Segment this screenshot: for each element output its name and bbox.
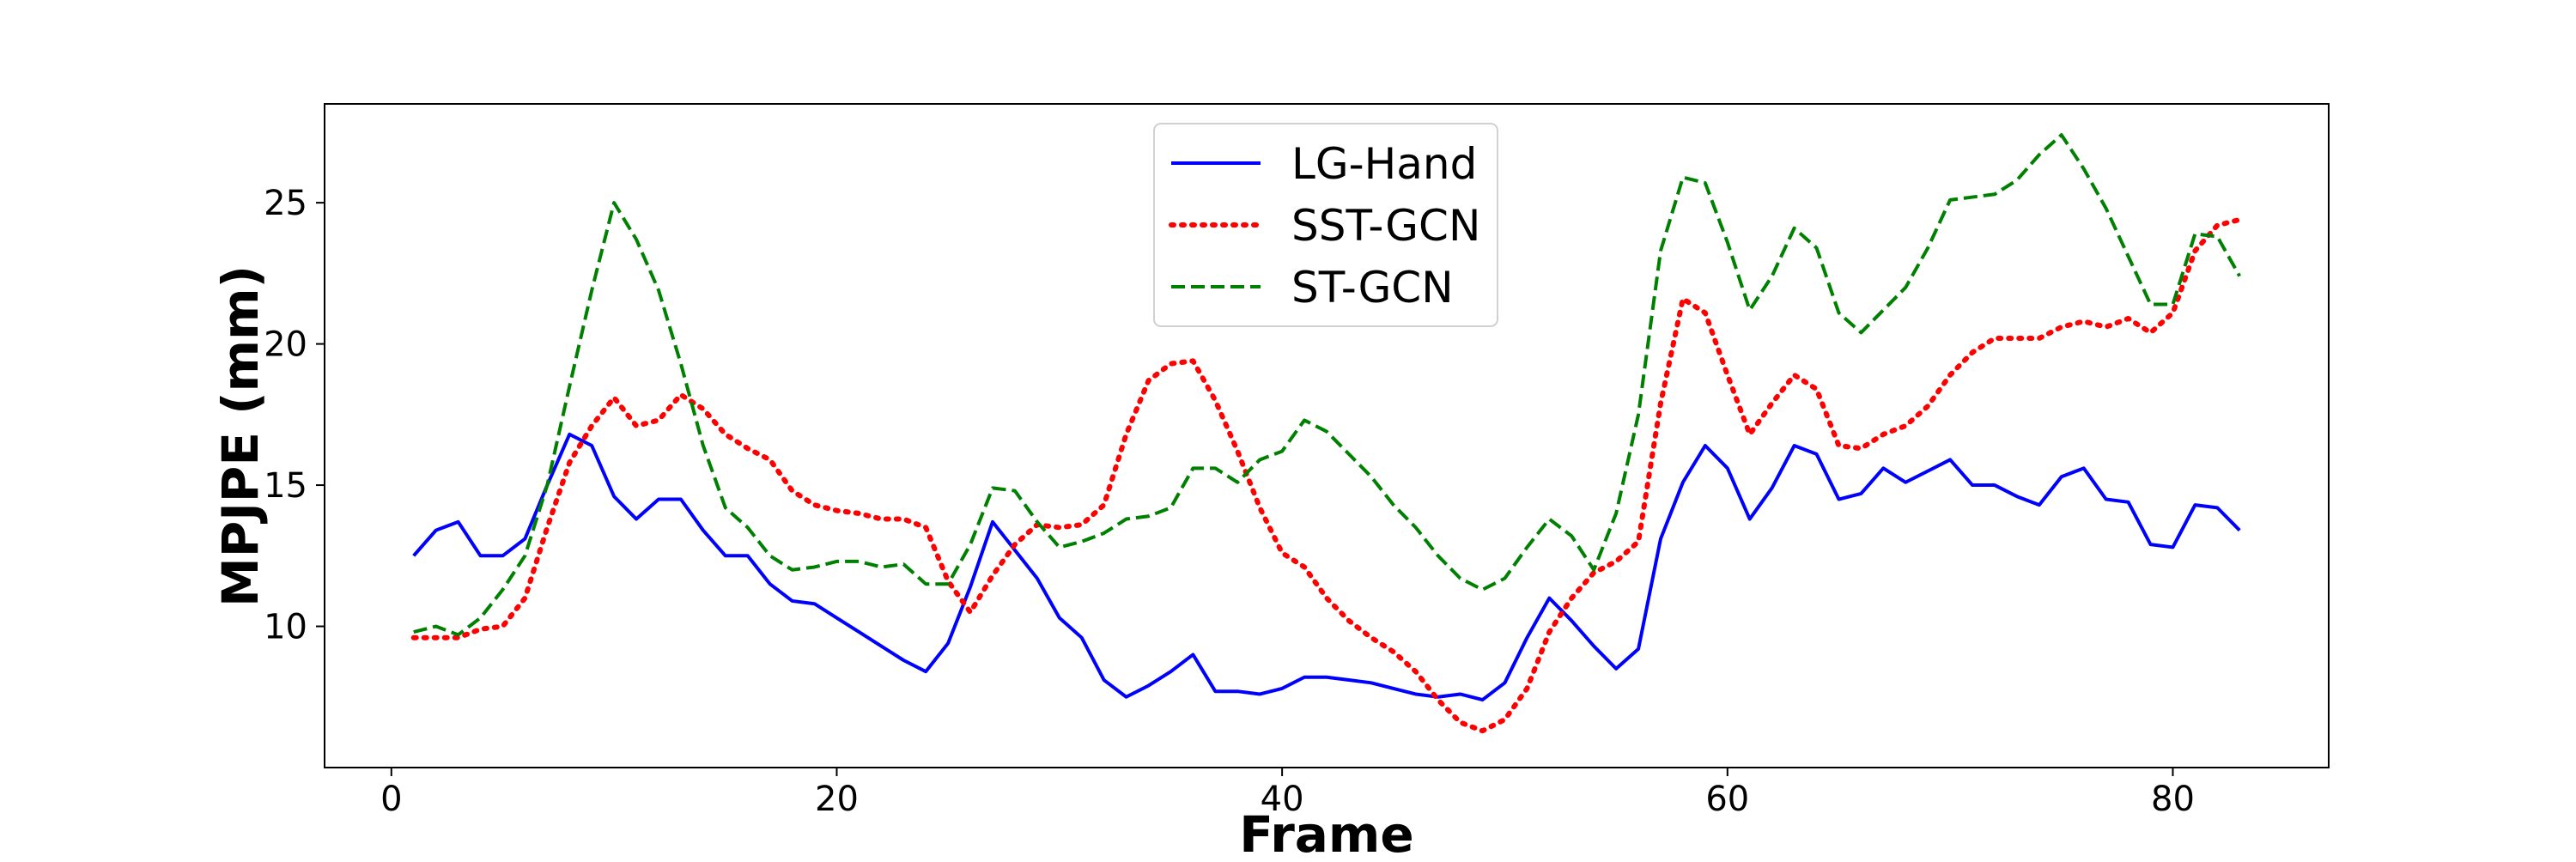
- legend-label-st-gcn: ST-GCN: [1291, 263, 1454, 313]
- legend-items: LG-Hand SST-GCN ST-GCN: [1169, 139, 1480, 313]
- plot-area-frame: [324, 103, 2330, 768]
- x-tick-label: 80: [2151, 780, 2195, 819]
- series-line-st-gcn: [413, 133, 2242, 637]
- legend-label-lg-hand: LG-Hand: [1291, 139, 1477, 189]
- series-line-sst-gcn: [410, 216, 2243, 734]
- x-tick-label: 0: [380, 780, 402, 819]
- y-tick-label: 10: [264, 608, 307, 647]
- legend: LG-Hand SST-GCN ST-GCN: [1153, 123, 1498, 327]
- legend-box: [1153, 123, 1498, 327]
- x-tick-label: 60: [1705, 780, 1749, 819]
- y-axis-label: MPJPE (mm): [211, 265, 270, 607]
- x-tick-label: 20: [815, 780, 859, 819]
- x-axis-label: Frame: [1239, 805, 1413, 859]
- y-tick-label: 15: [264, 466, 307, 506]
- legend-label-sst-gcn: SST-GCN: [1291, 201, 1480, 251]
- x-tick-label: 40: [1261, 780, 1304, 819]
- y-tick-label: 20: [264, 325, 307, 365]
- y-tick-label: 25: [264, 184, 307, 223]
- tick-layer: 0 20 40 60 80 10 15 20 25: [264, 184, 2195, 819]
- series-layer: [410, 133, 2243, 734]
- series-line-lg-hand: [412, 432, 2241, 702]
